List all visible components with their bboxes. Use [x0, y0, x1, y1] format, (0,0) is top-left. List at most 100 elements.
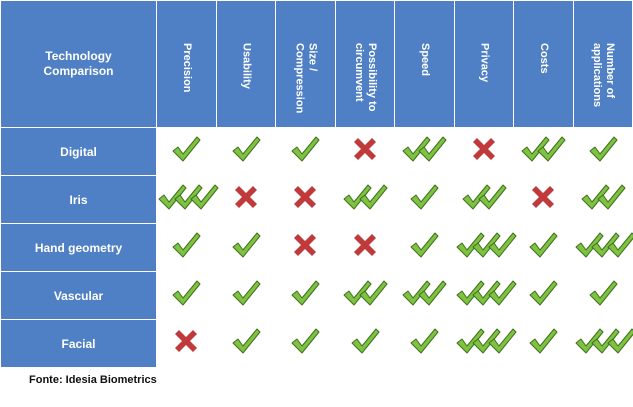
column-header-number-of-applications: Number of applications: [572, 0, 633, 128]
technology-comparison-table: Technology Comparison Precision Usabilit…: [0, 0, 633, 368]
rating-cell: [156, 319, 217, 368]
rating-cell: [453, 127, 514, 176]
check-icon: [171, 278, 201, 308]
table-row: Iris: [0, 175, 633, 224]
rating-cell: [394, 223, 455, 272]
rating-cell: [394, 127, 455, 176]
rating-cell: [334, 223, 395, 272]
check-icon: [588, 278, 618, 308]
row-label: Iris: [0, 175, 157, 224]
column-header-precision: Precision: [156, 0, 217, 128]
triple-check-icon: [157, 182, 219, 212]
check-icon: [350, 326, 380, 356]
rating-cell: [453, 319, 517, 368]
rating-cell: [215, 223, 276, 272]
rating-cell: [572, 319, 633, 368]
check-icon: [588, 134, 618, 164]
check-icon: [409, 326, 439, 356]
rating-cell: [275, 175, 336, 224]
column-header-size-compression: Size / Compression: [275, 0, 336, 128]
check-icon: [171, 230, 201, 260]
cross-icon: [231, 182, 261, 212]
rating-cell: [334, 127, 395, 176]
rating-cell: [215, 271, 276, 320]
check-icon: [290, 326, 320, 356]
rating-cell: [394, 175, 455, 224]
rating-cell: [215, 175, 276, 224]
rating-cell: [453, 223, 517, 272]
table-row: Hand geometry: [0, 223, 633, 272]
column-header-costs: Costs: [513, 0, 574, 128]
triple-check-icon: [455, 230, 517, 260]
cross-icon: [350, 230, 380, 260]
table-body: Digital Iris Hand geometry Vascular Facial: [0, 127, 633, 368]
rating-cell: [334, 271, 395, 320]
double-check-icon: [401, 278, 447, 308]
check-icon: [409, 230, 439, 260]
table-row: Digital: [0, 127, 633, 176]
column-header-usability: Usability: [215, 0, 276, 128]
triple-check-icon: [574, 326, 633, 356]
rating-cell: [453, 271, 517, 320]
rating-cell: [394, 271, 455, 320]
rating-cell: [572, 127, 633, 176]
check-icon: [528, 230, 558, 260]
check-icon: [231, 278, 261, 308]
rating-cell: [572, 175, 633, 224]
cross-icon: [528, 182, 558, 212]
rating-cell: [513, 175, 574, 224]
rating-cell: [275, 127, 336, 176]
check-icon: [171, 134, 201, 164]
double-check-icon: [342, 182, 388, 212]
rating-cell: [572, 271, 633, 320]
double-check-icon: [342, 278, 388, 308]
check-icon: [290, 278, 320, 308]
column-header-privacy: Privacy: [453, 0, 514, 128]
header-row: Technology Comparison Precision Usabilit…: [0, 0, 633, 128]
rating-cell: [275, 319, 336, 368]
triple-check-icon: [455, 278, 517, 308]
rating-cell: [513, 127, 574, 176]
column-header-possibility-to-circumvent: Possibility to circumvent: [334, 0, 395, 128]
double-check-icon: [401, 134, 447, 164]
check-icon: [528, 278, 558, 308]
rating-cell: [334, 175, 395, 224]
double-check-icon: [461, 182, 507, 212]
column-header-speed: Speed: [394, 0, 455, 128]
check-icon: [528, 326, 558, 356]
rating-cell: [156, 127, 217, 176]
rating-cell: [513, 319, 574, 368]
row-label: Hand geometry: [0, 223, 157, 272]
check-icon: [290, 134, 320, 164]
row-label: Vascular: [0, 271, 157, 320]
triple-check-icon: [455, 326, 517, 356]
double-check-icon: [580, 182, 626, 212]
rating-cell: [156, 223, 217, 272]
rating-cell: [513, 271, 574, 320]
cross-icon: [350, 134, 380, 164]
row-label: Facial: [0, 319, 157, 368]
rating-cell: [572, 223, 633, 272]
check-icon: [409, 182, 439, 212]
rating-cell: [156, 271, 217, 320]
check-icon: [231, 230, 261, 260]
rating-cell: [156, 175, 219, 224]
source-caption: Fonte: Idesia Biometrics: [29, 374, 157, 386]
rating-cell: [215, 319, 276, 368]
table-row: Facial: [0, 319, 633, 368]
rating-cell: [215, 127, 276, 176]
table-row: Vascular: [0, 271, 633, 320]
cross-icon: [290, 182, 320, 212]
cross-icon: [290, 230, 320, 260]
rating-cell: [275, 271, 336, 320]
corner-label: Technology Comparison: [0, 0, 157, 128]
row-label: Digital: [0, 127, 157, 176]
rating-cell: [453, 175, 514, 224]
triple-check-icon: [574, 230, 633, 260]
check-icon: [231, 326, 261, 356]
cross-icon: [469, 134, 499, 164]
rating-cell: [334, 319, 395, 368]
rating-cell: [513, 223, 574, 272]
double-check-icon: [520, 134, 566, 164]
